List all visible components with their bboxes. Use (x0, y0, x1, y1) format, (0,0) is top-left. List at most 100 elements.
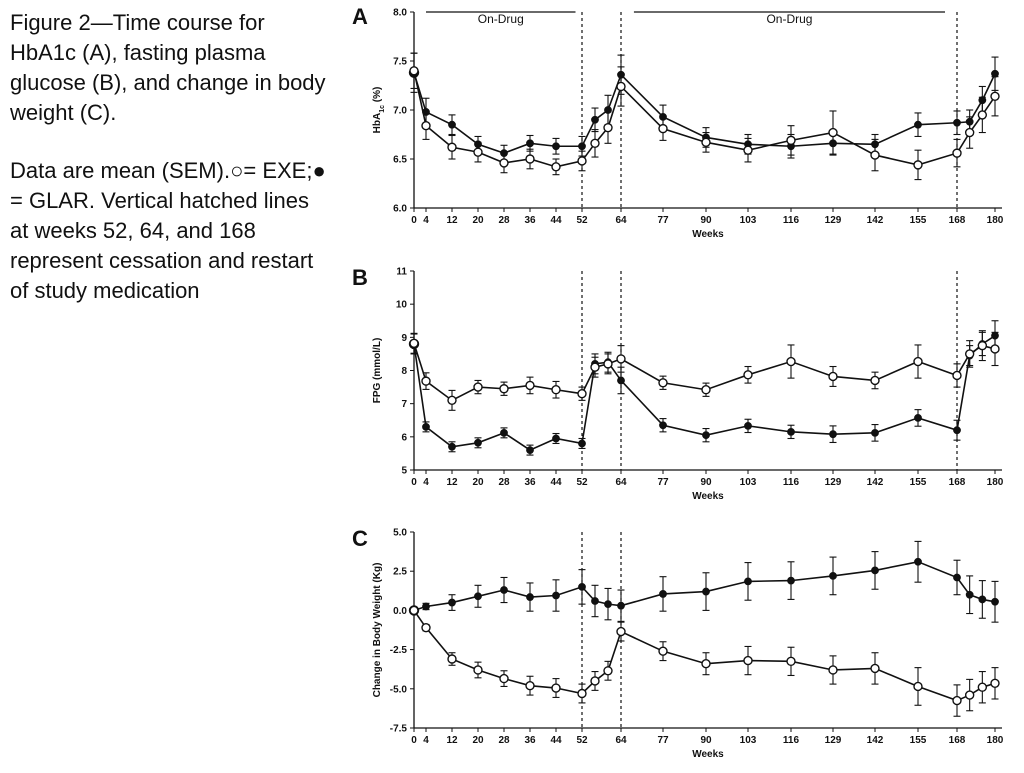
exe-open-marker (577, 156, 587, 166)
exe-open-marker (701, 385, 711, 395)
x-tick-label: 44 (550, 215, 562, 226)
open-circle-marker: ○ (230, 158, 244, 183)
exe-open-marker (525, 380, 535, 391)
exe-open-marker (603, 122, 613, 133)
glar-filled-marker (617, 601, 625, 610)
x-tick-label: 168 (949, 735, 966, 746)
glar-filled-marker (978, 595, 987, 604)
glar-filled-marker (953, 118, 961, 127)
exe-open-marker (977, 340, 988, 351)
x-axis-label: Weeks (692, 491, 724, 502)
y-tick-label: -2.5 (390, 645, 408, 656)
x-tick-label: 155 (910, 735, 927, 746)
exe-open-marker (525, 154, 535, 164)
glar-filled-marker (474, 592, 482, 601)
x-tick-label: 116 (783, 215, 800, 226)
exe-open-marker (590, 138, 600, 149)
x-tick-label: 103 (740, 477, 757, 488)
glar-filled-marker (526, 593, 534, 601)
x-axis-label: Weeks (692, 749, 724, 760)
y-axis-label: Change in Body Weight (Kg) (372, 563, 383, 698)
x-tick-label: 36 (524, 477, 536, 488)
exe-open-marker (786, 135, 796, 146)
glar-filled-marker (578, 439, 586, 448)
y-tick-label: 0.0 (393, 606, 407, 617)
glar-filled-marker (702, 431, 710, 440)
x-tick-label: 36 (524, 735, 536, 746)
exe-open-marker (913, 160, 923, 170)
exe-series-line (413, 343, 996, 402)
x-tick-label: 168 (949, 477, 966, 488)
x-tick-label: 168 (949, 215, 966, 226)
glar-filled-marker (617, 376, 625, 385)
exe-open-marker (964, 349, 975, 359)
exe-open-marker (409, 338, 419, 349)
y-axis-label: HbA1c (%) (372, 87, 386, 134)
y-axis-label: FPG (mmol/L) (372, 338, 383, 404)
y-tick-label: 2.5 (393, 567, 407, 578)
x-tick-label: 77 (657, 477, 669, 488)
x-tick-label: 52 (576, 735, 588, 746)
y-tick-label: -7.5 (390, 724, 408, 735)
exe-open-marker (551, 385, 561, 395)
glar-filled-marker (787, 576, 795, 585)
y-tick-label: 8 (401, 366, 407, 377)
on-drug-label: On-Drug (766, 12, 812, 26)
x-tick-label: 116 (783, 735, 800, 746)
y-tick-label: 5 (401, 466, 407, 477)
x-tick-label: 129 (825, 215, 842, 226)
exe-open-marker (499, 158, 509, 168)
glar-filled-marker (604, 600, 612, 609)
glar-series-line (413, 335, 996, 452)
x-tick-label: 103 (740, 735, 757, 746)
y-tick-label: 6 (401, 432, 407, 443)
exe-open-marker (577, 389, 587, 399)
exe-open-marker (447, 395, 457, 406)
on-drug-label: On-Drug (478, 12, 524, 26)
glar-filled-marker (744, 421, 752, 430)
exe-open-marker (658, 646, 668, 656)
panel-letter: A (352, 4, 368, 29)
x-tick-label: 4 (423, 215, 429, 226)
exe-open-marker (473, 382, 483, 392)
x-tick-label: 142 (867, 735, 884, 746)
exe-open-marker (990, 91, 1000, 101)
exe-open-marker (473, 665, 483, 675)
exe-open-marker (658, 123, 668, 134)
glar-series-line (413, 560, 996, 612)
exe-open-marker (616, 354, 626, 364)
y-tick-label: 7.5 (393, 57, 407, 68)
exe-open-marker (990, 678, 1000, 689)
exe-open-marker (743, 145, 753, 155)
exe-open-marker (616, 81, 626, 92)
x-tick-label: 90 (700, 735, 712, 746)
exe-open-marker (743, 655, 753, 666)
exe-open-marker (421, 622, 431, 633)
panel-a: A 6.0 6.5 7.0 7.5 8.0 0 4 12 20 28 36 44 52 64 77 90 103 1… (352, 4, 1004, 240)
exe-open-marker (499, 384, 509, 394)
x-tick-label: 64 (615, 735, 627, 746)
x-tick-label: 180 (987, 215, 1004, 226)
y-tick-label: -5.0 (390, 684, 408, 695)
exe-open-marker (590, 676, 600, 686)
panel-letter: C (352, 526, 368, 551)
exe-open-marker (870, 150, 880, 160)
exe-open-marker (590, 362, 600, 372)
x-tick-label: 0 (411, 215, 417, 226)
glar-filled-marker (526, 139, 534, 148)
panel-b: B 5 6 7 8 9 10 11 0 4 12 20 28 36 44 52 64 77 90 103 116 129 1… (352, 265, 1004, 502)
x-tick-label: 12 (446, 477, 458, 488)
y-tick-label: 5.0 (393, 528, 407, 539)
glar-filled-marker (448, 598, 456, 607)
x-tick-label: 28 (498, 215, 510, 226)
y-tick-label: 6.0 (393, 204, 407, 215)
exe-open-marker (977, 110, 988, 120)
glar-filled-marker (953, 573, 961, 582)
x-tick-label: 90 (700, 477, 712, 488)
exe-open-marker (409, 605, 419, 616)
exe-open-marker (952, 695, 962, 706)
glar-filled-marker (578, 142, 586, 151)
glar-filled-marker (474, 438, 482, 447)
glar-filled-marker (552, 142, 560, 151)
glar-filled-marker (871, 428, 879, 437)
